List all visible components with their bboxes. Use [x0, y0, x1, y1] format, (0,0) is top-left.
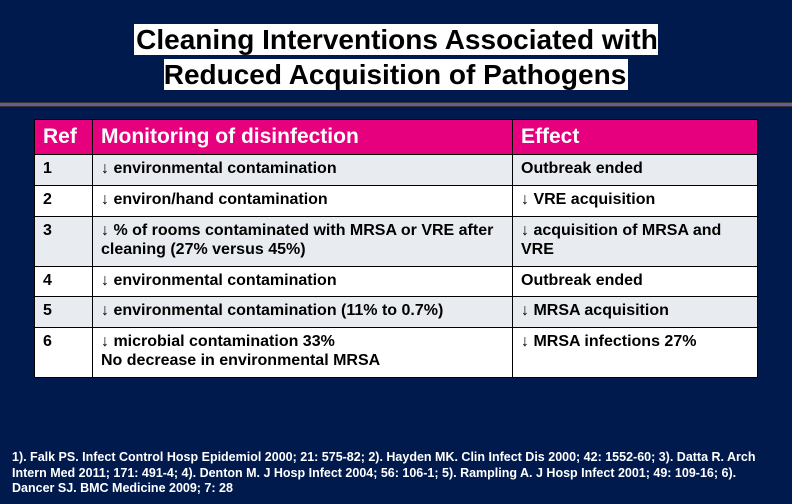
table-row: 1 ↓ environmental contamination Outbreak… [35, 155, 758, 186]
cell-monitoring: ↓ environmental contamination [93, 155, 513, 186]
cell-ref: 5 [35, 297, 93, 328]
title-line-1: Cleaning Interventions Associated with [136, 24, 658, 55]
table-row: 6 ↓ microbial contamination 33%No decrea… [35, 328, 758, 378]
slide-title: Cleaning Interventions Associated with R… [0, 0, 792, 100]
cell-monitoring: ↓ environ/hand contamination [93, 185, 513, 216]
cell-monitoring: ↓ environmental contamination (11% to 0.… [93, 297, 513, 328]
references-footer: 1). Falk PS. Infect Control Hosp Epidemi… [12, 450, 780, 496]
table-row: 2 ↓ environ/hand contamination ↓ VRE acq… [35, 185, 758, 216]
table-row: 4 ↓ environmental contamination Outbreak… [35, 266, 758, 297]
cell-effect: Outbreak ended [513, 155, 758, 186]
cell-effect: ↓ VRE acquisition [513, 185, 758, 216]
cell-effect: ↓ acquisition of MRSA and VRE [513, 216, 758, 266]
col-header-effect: Effect [513, 120, 758, 155]
col-header-ref: Ref [35, 120, 93, 155]
table-row: 5 ↓ environmental contamination (11% to … [35, 297, 758, 328]
cell-effect: ↓ MRSA infections 27% [513, 328, 758, 378]
cell-ref: 6 [35, 328, 93, 378]
table-row: 3 ↓ % of rooms contaminated with MRSA or… [35, 216, 758, 266]
cell-monitoring: ↓ microbial contamination 33%No decrease… [93, 328, 513, 378]
cell-ref: 1 [35, 155, 93, 186]
cell-monitoring: ↓ environmental contamination [93, 266, 513, 297]
cell-ref: 2 [35, 185, 93, 216]
table-container: Ref Monitoring of disinfection Effect 1 … [0, 107, 792, 378]
cell-monitoring: ↓ % of rooms contaminated with MRSA or V… [93, 216, 513, 266]
cell-ref: 4 [35, 266, 93, 297]
table-header-row: Ref Monitoring of disinfection Effect [35, 120, 758, 155]
cell-ref: 3 [35, 216, 93, 266]
cell-effect: ↓ MRSA acquisition [513, 297, 758, 328]
cell-effect: Outbreak ended [513, 266, 758, 297]
interventions-table: Ref Monitoring of disinfection Effect 1 … [34, 119, 758, 378]
title-line-2: Reduced Acquisition of Pathogens [164, 59, 627, 90]
col-header-monitoring: Monitoring of disinfection [93, 120, 513, 155]
